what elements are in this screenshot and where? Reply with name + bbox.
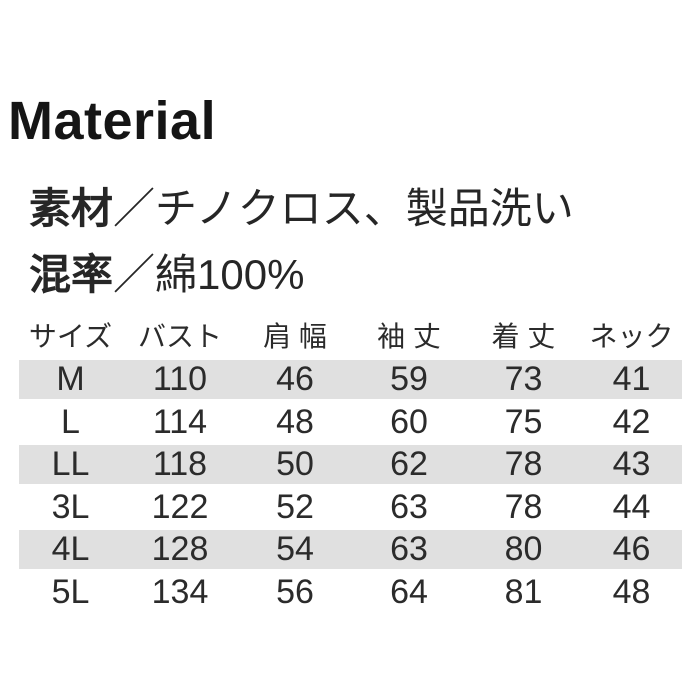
size-cell: 4L <box>19 527 122 572</box>
measurement-cell: 80 <box>466 527 581 572</box>
measurement-cell: 122 <box>151 487 209 526</box>
measurement-cell: 50 <box>238 442 352 487</box>
measurement-cell: 46 <box>238 357 352 402</box>
measurement-cell: 62 <box>352 442 466 487</box>
measurement-cell: 43 <box>581 442 682 487</box>
spec-value-material: ／チノクロス、製品洗い <box>113 185 574 232</box>
column-header-length: 着 丈 <box>491 321 556 352</box>
spec-value-blend: ／綿100% <box>113 251 305 298</box>
size-cell: 3L <box>51 487 90 526</box>
spec-label-blend: 混率 <box>29 251 114 298</box>
spec-line-material: 素材／チノクロス、製品洗い <box>29 188 574 230</box>
column-header-bust: バスト <box>137 321 222 352</box>
size-cell: M <box>19 357 122 402</box>
size-chart-header: サイズ バスト 肩 幅 袖 丈 着 丈 ネック <box>19 313 682 359</box>
measurement-cell: 78 <box>504 487 543 526</box>
page-title: Material <box>8 91 217 151</box>
table-row: 5L 134 56 64 81 48 <box>19 571 682 613</box>
measurement-cell: 78 <box>466 442 581 487</box>
measurement-cell: 114 <box>152 402 208 441</box>
measurement-cell: 75 <box>504 402 543 441</box>
column-header-sleeve: 袖 丈 <box>377 321 441 352</box>
table-row: LL 118 50 62 78 43 <box>19 442 682 487</box>
table-row: L 114 48 60 75 42 <box>19 401 682 444</box>
spec-line-blend: 混率／綿100% <box>29 254 304 296</box>
measurement-cell: 81 <box>504 572 543 611</box>
size-cell: LL <box>19 442 122 487</box>
measurement-cell: 44 <box>612 487 651 526</box>
size-chart-body: M 110 46 59 73 41 L 114 48 60 75 42 LL 118 50 62 78 43 3L 1… <box>19 357 682 613</box>
table-row: M 110 46 59 73 41 <box>19 357 682 402</box>
spec-label-material: 素材 <box>29 185 114 232</box>
measurement-cell: 134 <box>151 572 209 611</box>
column-header-shoulder: 肩 幅 <box>263 321 327 352</box>
measurement-cell: 48 <box>276 402 314 441</box>
measurement-cell: 63 <box>390 487 428 526</box>
size-cell: 5L <box>51 572 90 611</box>
measurement-cell: 64 <box>390 572 428 611</box>
measurement-cell: 52 <box>276 487 314 526</box>
measurement-cell: 46 <box>581 527 682 572</box>
size-cell: L <box>61 402 80 441</box>
table-row: 3L 122 52 63 78 44 <box>19 486 682 529</box>
header-row: サイズ バスト 肩 幅 袖 丈 着 丈 ネック <box>19 313 682 359</box>
measurement-cell: 41 <box>581 357 682 402</box>
measurement-cell: 54 <box>238 527 352 572</box>
table-row: 4L 128 54 63 80 46 <box>19 527 682 572</box>
size-chart-table: サイズ バスト 肩 幅 袖 丈 着 丈 ネック M 110 46 59 73 41 L 114… <box>19 313 682 612</box>
column-header-size: サイズ <box>28 321 113 352</box>
measurement-cell: 60 <box>390 402 428 441</box>
measurement-cell: 63 <box>352 527 466 572</box>
measurement-cell: 110 <box>122 357 238 402</box>
measurement-cell: 56 <box>276 572 314 611</box>
measurement-cell: 42 <box>612 402 651 441</box>
measurement-cell: 128 <box>122 527 238 572</box>
measurement-cell: 73 <box>466 357 581 402</box>
measurement-cell: 48 <box>612 572 651 611</box>
column-header-neck: ネック <box>589 321 674 352</box>
measurement-cell: 59 <box>352 357 466 402</box>
measurement-cell: 118 <box>122 442 238 487</box>
